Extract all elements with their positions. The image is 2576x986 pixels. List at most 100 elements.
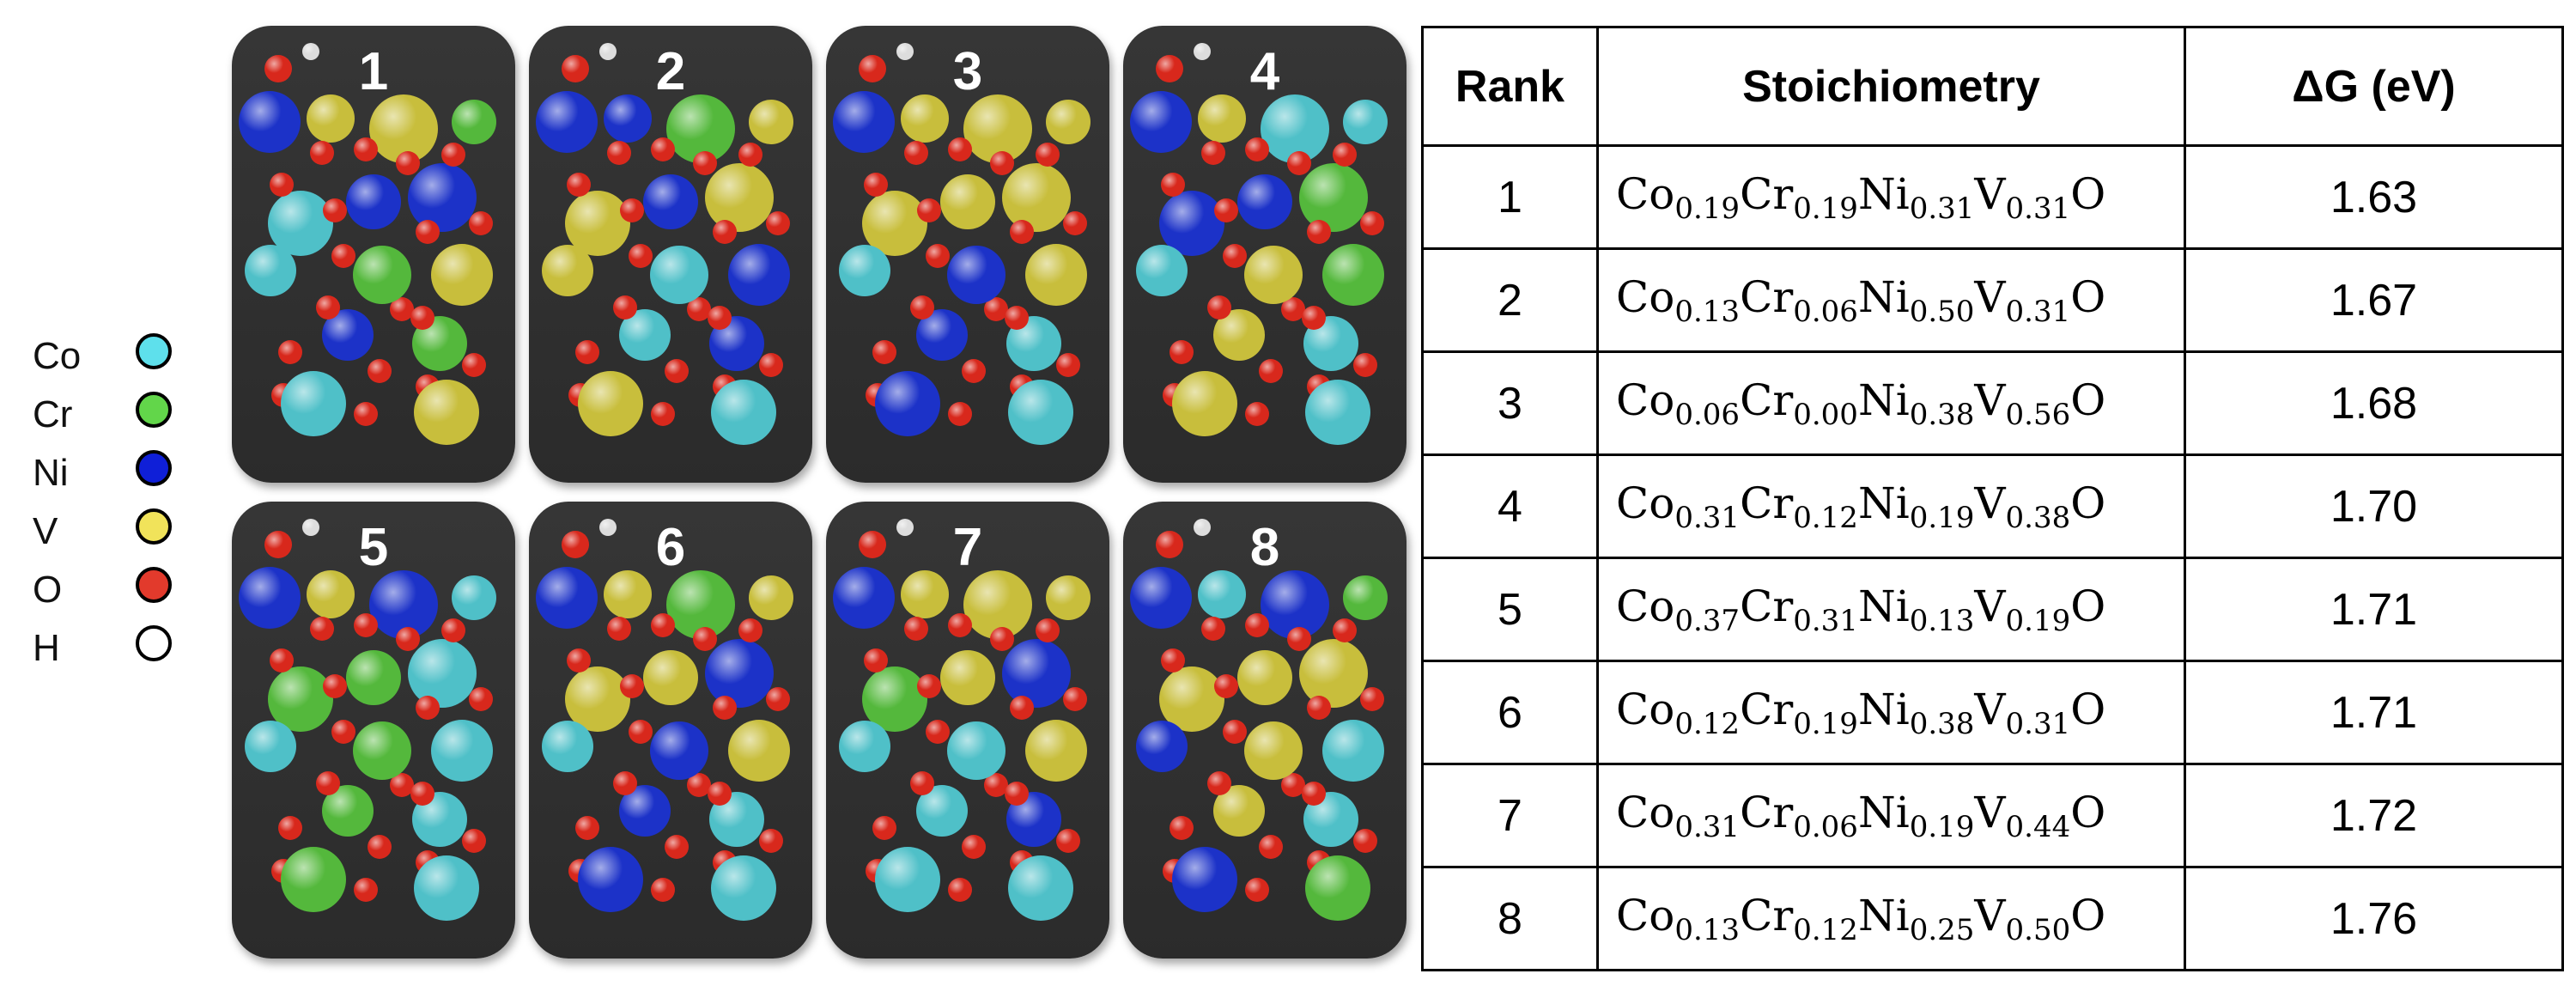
element-symbol: Cr: [1740, 374, 1794, 425]
metal-atom: [281, 371, 346, 436]
table-row: 5 Co0.37Cr0.31Ni0.13V0.19O 1.71: [1421, 557, 2564, 662]
ranking-table: Rank Stoichiometry ΔG (eV) 1 Co0.19Cr0.19…: [1421, 26, 2564, 971]
atom-canvas: [833, 43, 1091, 445]
oxygen-atom: [1287, 151, 1311, 175]
oxygen-atom: [620, 198, 644, 222]
oxygen-atom: [368, 835, 392, 859]
metal-atom: [619, 309, 671, 361]
metal-atom: [940, 650, 995, 705]
metal-atom: [431, 720, 493, 782]
metal-atom: [749, 575, 793, 620]
structure-panel-3: 3: [826, 26, 1109, 483]
oxygen-atom: [278, 340, 302, 364]
adsorbate-oxygen-atom: [562, 55, 589, 82]
element-fraction: 0.31: [1674, 500, 1741, 535]
oxygen-atom: [1063, 687, 1087, 711]
oxygen-atom: [926, 720, 950, 744]
atom-canvas: [239, 43, 496, 445]
metal-atom: [1305, 855, 1370, 921]
element-fraction: 0.31: [1909, 191, 1975, 226]
oxygen-atom: [410, 782, 434, 806]
oxygen-atom: [910, 771, 934, 795]
oxygen-atom: [864, 648, 888, 673]
oxygen-atom: [738, 618, 762, 642]
metal-atom: [322, 309, 374, 361]
metal-atom: [452, 100, 496, 144]
metal-atom: [1006, 316, 1061, 371]
element-fraction: 0.38: [2005, 500, 2071, 535]
element-symbol: Ni: [1857, 684, 1910, 734]
oxygen-atom: [1281, 773, 1305, 797]
adsorbate-oxygen-atom: [859, 531, 886, 558]
legend-swatch: [136, 333, 172, 369]
legend-swatch: [136, 392, 172, 428]
metal-atom: [619, 785, 671, 837]
element-fraction: 0.56: [2005, 397, 2071, 432]
element-symbol: Cr: [1740, 684, 1794, 734]
table-body: 1 Co0.19Cr0.19Ni0.31V0.31O 1.63 2 Co0.13Cr0.…: [1421, 144, 2564, 971]
oxygen-atom: [396, 627, 420, 651]
oxygen-atom: [368, 359, 392, 383]
adsorbate-oxygen-atom: [1156, 55, 1183, 82]
metal-atom: [666, 94, 735, 163]
oxygen-atom: [759, 829, 783, 853]
metal-atom: [604, 94, 652, 143]
oxygen-atom: [651, 878, 675, 902]
element-fraction: 0.37: [1674, 603, 1741, 638]
delta-g-cell: 1.63: [2184, 144, 2564, 250]
legend-item-cr: Cr: [33, 386, 196, 445]
oxygen-atom: [926, 244, 950, 268]
legend-item-h: H: [33, 620, 196, 679]
delta-g-cell: 1.68: [2184, 350, 2564, 456]
metal-atom: [1002, 163, 1071, 232]
oxygen-atom: [316, 295, 340, 320]
oxygen-atom: [984, 773, 1008, 797]
oxygen-atom: [1063, 211, 1087, 235]
oxygen-atom: [469, 211, 493, 235]
oxygen-atom: [441, 143, 465, 167]
element-symbol: V: [1974, 168, 2006, 219]
table-row: 3 Co0.06Cr0.00Ni0.38V0.56O 1.68: [1421, 350, 2564, 456]
element-symbol: O: [2070, 374, 2106, 425]
metal-atom: [239, 567, 301, 629]
metal-atom: [711, 380, 776, 445]
oxygen-atom: [441, 618, 465, 642]
oxygen-atom: [708, 306, 732, 330]
metal-atom: [1046, 575, 1091, 620]
adsorbate-hydrogen-atom: [302, 519, 319, 536]
oxygen-atom: [1056, 829, 1080, 853]
metal-atom: [862, 666, 927, 732]
adsorbate-hydrogen-atom: [1194, 43, 1211, 60]
metal-atom: [1261, 570, 1329, 639]
legend-label: Ni: [33, 452, 69, 494]
metal-atom: [940, 174, 995, 229]
oxygen-atom: [1302, 306, 1326, 330]
element-fraction: 0.31: [1793, 603, 1858, 638]
adsorbate-hydrogen-atom: [896, 519, 914, 536]
metal-atom: [963, 94, 1032, 163]
oxygen-atom: [687, 773, 711, 797]
metal-atom: [452, 575, 496, 620]
oxygen-atom: [1223, 244, 1247, 268]
oxygen-atom: [629, 244, 653, 268]
element-fraction: 0.19: [1909, 809, 1975, 844]
element-fraction: 0.13: [1674, 294, 1741, 329]
oxygen-atom: [713, 220, 737, 244]
metal-atom: [353, 721, 411, 780]
metal-atom: [281, 847, 346, 912]
metal-atom: [565, 191, 630, 256]
metal-atom: [1305, 380, 1370, 445]
panel-number: 5: [358, 518, 389, 577]
oxygen-atom: [1207, 771, 1231, 795]
oxygen-atom: [1170, 340, 1194, 364]
oxygen-atom: [613, 295, 637, 320]
oxygen-atom: [766, 687, 790, 711]
oxygen-atom: [1333, 143, 1357, 167]
element-symbol: V: [1974, 271, 2006, 322]
legend-swatch: [136, 508, 172, 545]
metal-atom: [322, 785, 374, 837]
oxygen-atom: [872, 340, 896, 364]
element-symbol: V: [1974, 684, 2006, 734]
metal-atom: [1025, 244, 1087, 306]
oxygen-atom: [917, 198, 941, 222]
